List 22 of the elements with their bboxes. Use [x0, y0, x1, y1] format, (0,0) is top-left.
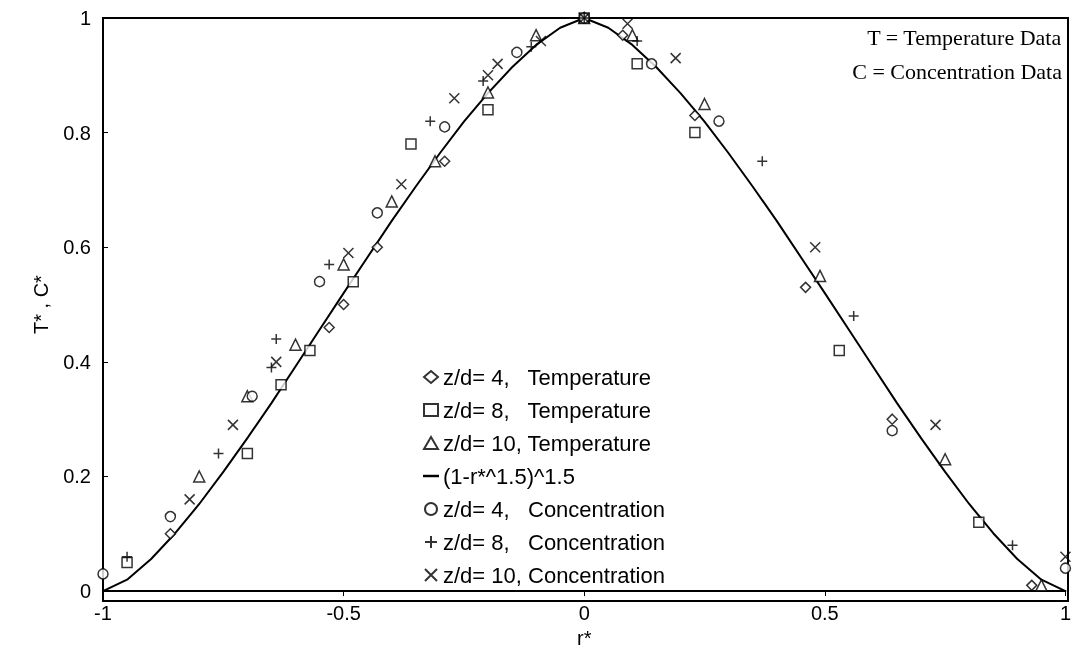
y-tick-label: 1	[79, 7, 91, 29]
y-tick-label: 0.2	[63, 465, 91, 488]
annotation: T = Temperature Data	[867, 24, 1062, 50]
y-axis-title: T* , C*	[30, 274, 52, 334]
legend-label: z/d= 10, Temperature	[443, 430, 652, 456]
x-tick-label: 0.5	[810, 602, 839, 625]
legend-label: z/d= 4, Concentration	[443, 496, 665, 522]
legend-label: z/d= 8, Concentration	[443, 529, 665, 555]
legend-label: (1-r*^1.5)^1.5	[443, 463, 575, 489]
x-tick-label: 1	[1059, 602, 1071, 625]
annotation: C = Concentration Data	[852, 58, 1063, 84]
x-axis-title: r*	[576, 627, 592, 649]
y-tick-label: 0.4	[63, 350, 91, 373]
x-tick-label: -1	[94, 602, 112, 625]
y-tick-label: 0.8	[63, 121, 91, 144]
y-tick-label: 0	[79, 580, 91, 603]
y-tick-label: 0.6	[63, 236, 91, 259]
legend-label: z/d= 10, Concentration	[443, 562, 665, 588]
legend-label: z/d= 8, Temperature	[443, 397, 652, 423]
x-tick-label: 0	[578, 602, 590, 625]
x-tick-label: -0.5	[326, 602, 361, 625]
legend-label: z/d= 4, Temperature	[443, 364, 652, 390]
